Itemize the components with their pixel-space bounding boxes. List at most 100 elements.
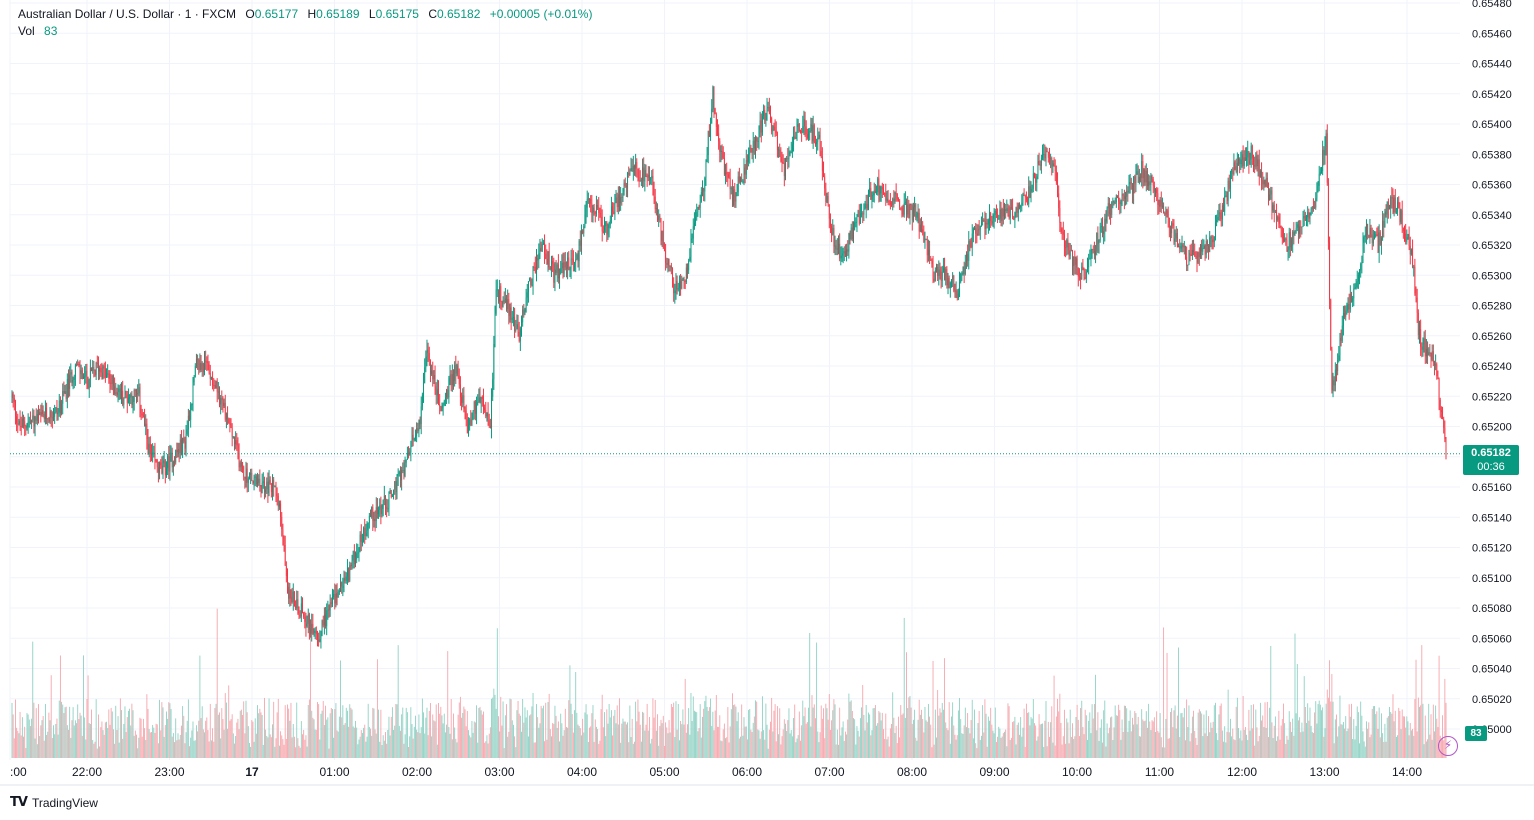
candle-body — [1351, 294, 1352, 302]
candle-body — [1113, 200, 1115, 203]
volume-bar — [313, 719, 315, 758]
volume-bar — [803, 716, 805, 758]
candle-body — [576, 254, 578, 260]
lightning-icon[interactable]: ⚡ — [1438, 736, 1458, 756]
volume-bar — [658, 745, 660, 758]
volume-bar — [493, 688, 495, 758]
volume-bar — [361, 733, 363, 758]
candle-body — [1176, 233, 1178, 247]
candle-body — [1023, 194, 1025, 196]
volume-bar — [930, 724, 932, 758]
candle-body — [690, 238, 692, 257]
candle-body — [411, 434, 413, 447]
candle-body — [1382, 220, 1384, 239]
candle-body — [159, 462, 160, 473]
candle-body — [1307, 212, 1309, 218]
candle-body — [1180, 246, 1182, 249]
candle-body — [140, 407, 142, 414]
volume-bar — [689, 734, 691, 758]
time-axis[interactable]: :00 22:00 23:00 17 01:00 02:00 03:00 04:00 05:00… — [10, 765, 1422, 779]
candle-body — [330, 602, 332, 604]
volume-bar — [1235, 706, 1237, 758]
volume-label[interactable]: Vol — [18, 24, 35, 38]
volume-bar — [1195, 737, 1197, 758]
volume-bar — [939, 708, 941, 758]
candle-body — [802, 126, 804, 133]
candle-body — [268, 479, 270, 494]
candle-body — [1058, 193, 1060, 208]
candle-body — [29, 421, 31, 423]
candle-body — [970, 247, 972, 249]
candle-body — [480, 396, 482, 403]
volume-bar — [1377, 728, 1379, 758]
y-tick-label: 0.65260 — [1472, 331, 1512, 343]
volume-bar — [360, 730, 362, 758]
candle-body — [1421, 346, 1423, 350]
candle-body — [68, 378, 69, 390]
volume-bar — [854, 719, 856, 758]
candle-body — [1075, 258, 1077, 265]
volume-bar — [234, 743, 235, 758]
volume-bar — [1299, 717, 1301, 758]
volume-bar — [492, 697, 494, 758]
candle-body — [1332, 380, 1334, 391]
volume-bar — [622, 718, 624, 758]
candle-body — [1125, 196, 1126, 200]
x-tick-label: 01:00 — [319, 765, 349, 779]
volume-bar — [100, 727, 102, 758]
candle-body — [1436, 364, 1438, 377]
volume-bar — [846, 734, 848, 758]
volume-bar — [1137, 716, 1139, 758]
volume-bar — [406, 712, 408, 758]
candle-body — [927, 249, 929, 256]
volume-bar — [18, 733, 20, 758]
volume-bar — [59, 655, 61, 758]
candle-body — [529, 278, 531, 282]
candle-body — [516, 324, 518, 330]
candle-body — [696, 212, 698, 218]
volume-bar — [436, 744, 438, 758]
volume-bar — [1136, 724, 1138, 758]
candle-body — [1406, 237, 1408, 242]
candle-body — [1145, 170, 1147, 183]
candle-body — [499, 286, 501, 302]
candle-body — [624, 182, 626, 186]
candle-body — [967, 253, 969, 261]
candle-body — [1172, 223, 1174, 226]
symbol-title[interactable]: Australian Dollar / U.S. Dollar · 1 · FX… — [18, 7, 237, 21]
candle-body — [676, 280, 678, 290]
volume-bar — [855, 744, 857, 758]
candle-body — [699, 201, 701, 208]
candle-body — [1443, 419, 1445, 428]
volume-bar — [1262, 715, 1264, 758]
volume-bar — [1273, 725, 1275, 758]
volume-bar — [1178, 647, 1180, 758]
volume-bar — [598, 743, 600, 758]
volume-bar — [1302, 731, 1304, 758]
tradingview-brand[interactable]: TV TradingView — [10, 795, 98, 810]
volume-bar — [1150, 730, 1152, 758]
volume-bar — [909, 695, 911, 758]
candle-body — [533, 266, 535, 268]
volume-bar — [1020, 717, 1022, 758]
volume-bar — [303, 729, 305, 758]
candle-body — [1255, 155, 1257, 167]
candle-body — [983, 220, 985, 222]
volume-bar — [667, 733, 669, 758]
candle-body — [719, 141, 721, 152]
candle-body — [263, 481, 265, 493]
volume-bar — [56, 718, 58, 758]
candle-body — [502, 300, 504, 307]
candle-body — [80, 370, 82, 374]
volume-bar — [116, 729, 118, 758]
volume-bar — [1380, 713, 1382, 758]
price-axis[interactable]: 0.654800.654600.654400.654200.654000.653… — [1472, 0, 1512, 736]
candle-body — [879, 193, 881, 195]
candle-body — [640, 179, 642, 181]
candle-body — [764, 109, 766, 121]
volume-bar — [488, 733, 490, 758]
volume-bar — [578, 725, 580, 758]
volume-bar — [179, 734, 181, 758]
volume-bar — [1153, 717, 1155, 758]
